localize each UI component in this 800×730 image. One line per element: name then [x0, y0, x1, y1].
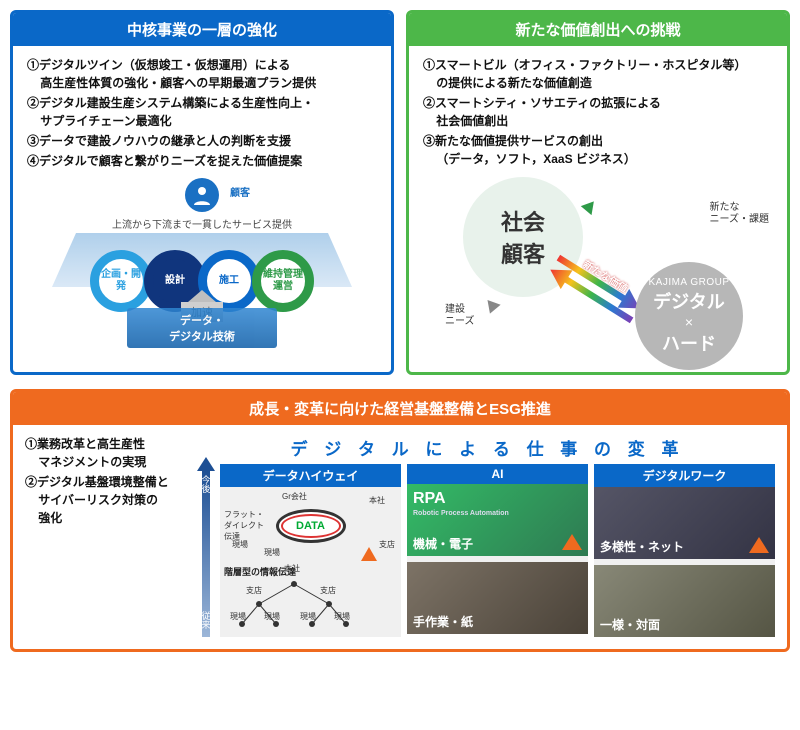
tree-leaf-3: 現場 — [334, 611, 350, 622]
timeline: 今後 従来 — [197, 457, 215, 637]
tree-mid-0: 支店 — [246, 585, 262, 596]
digital-line2: ハード — [662, 330, 716, 356]
blue-item-3: ③データで建設ノウハウの継承と人の判断を支援 — [27, 132, 377, 150]
blue-bullets: ①デジタルツイン（仮想竣工・仮想運用）による高生産性体質の強化・顧客への早期最適… — [27, 56, 377, 170]
digital-x: × — [685, 314, 693, 330]
needs-arrow-up-icon — [581, 197, 599, 215]
digital-headline: デ ジ タ ル に よ る 仕 事 の 変 革 — [200, 435, 775, 460]
dw-bot-cell: 一様・対面 — [594, 565, 775, 637]
tree-leaf-0: 現場 — [230, 611, 246, 622]
three-columns: データハイウェイ フラット・ ダイレクト伝達 DATA Gr会社 本社 支店 現… — [220, 464, 775, 637]
panel-green-body: ①スマートビル（オフィス・ファクトリー・ホスピタル等）の提供による新たな価値創造… — [409, 46, 787, 372]
stream-text: 上流から下流まで一貫したサービス提供 — [27, 216, 377, 231]
col-head-3: デジタルワーク — [594, 464, 775, 487]
orange-item-1: ①業務改革と高生産性マネジメントの実現 — [25, 435, 190, 471]
ai-up-arrow-icon — [562, 534, 582, 550]
orange-item-2: ②デジタル基盤環境整備とサイバーリスク対策の強化 — [25, 473, 190, 527]
dw-top-cell: 多様性・ネット — [594, 487, 775, 559]
panel-blue-body: ①デジタルツイン（仮想竣工・仮想運用）による高生産性体質の強化・顧客への早期最適… — [13, 46, 391, 358]
digital-circle: KAJIMA GROUP デジタル × ハード — [635, 262, 743, 370]
panel-new-value: 新たな価値創出への挑戦 ①スマートビル（オフィス・ファクトリー・ホスピタル等）の… — [406, 10, 790, 375]
green-bullets: ①スマートビル（オフィス・ファクトリー・ホスピタル等）の提供による新たな価値創造… — [423, 56, 773, 168]
col-ai: AI RPA Robotic Process Automation 機械・電子 … — [407, 464, 588, 637]
ai-top-label: 機械・電子 — [413, 535, 473, 552]
blue-diagram: 顧客 上流から下流まで一貫したサービス提供 企画・開発設計施工維持管理 運営 加… — [27, 178, 377, 348]
col-head-2: AI — [407, 464, 588, 484]
customer-label: 顧客 — [230, 184, 250, 199]
data-tech-band: データ・ デジタル技術 — [127, 308, 277, 348]
ring-node-1: 本社 — [369, 495, 385, 506]
orange-right: 今後 従来 デ ジ タ ル に よ る 仕 事 の 変 革 データハイウェイ フ… — [200, 435, 775, 637]
panel-green-title: 新たな価値創出への挑戦 — [409, 13, 787, 46]
green-item-1: ①スマートビル（オフィス・ファクトリー・ホスピタル等）の提供による新たな価値創造 — [423, 56, 773, 92]
ai-top-cell: RPA Robotic Process Automation 機械・電子 — [407, 484, 588, 556]
ring-node-2: 支店 — [379, 539, 395, 550]
timeline-past: 従来 — [200, 611, 213, 629]
customer-icon — [185, 178, 219, 212]
col-body-3: 多様性・ネット 一様・対面 — [594, 487, 775, 637]
tree-box: 階層型の情報伝達 本社 支店 支店 現場 — [224, 565, 397, 633]
blue-item-2: ②デジタル建設生産システム構築による生産性向上・サプライチェーン最適化 — [27, 94, 377, 130]
flat-label: フラット・ ダイレクト伝達 — [224, 509, 264, 542]
dh-up-arrow-icon — [361, 547, 377, 561]
society-line1: 社会 — [501, 205, 545, 237]
green-item-2: ②スマートシティ・ソサエティの拡張による社会価値創出 — [423, 94, 773, 130]
green-diagram: 社会 顧客 新たな価値 KAJIMA GROUP デジタル × ハード 新たな … — [423, 172, 773, 362]
timeline-arrow-icon — [197, 457, 215, 471]
tree-leaf-2: 現場 — [300, 611, 316, 622]
dw-up-arrow-icon — [749, 537, 769, 553]
needs-arrow-down-icon — [483, 300, 500, 316]
blue-item-1: ①デジタルツイン（仮想竣工・仮想運用）による高生産性体質の強化・顧客への早期最適… — [27, 56, 377, 92]
tree-title: 階層型の情報伝達 — [224, 565, 397, 578]
orange-bullets: ①業務改革と高生産性マネジメントの実現 ②デジタル基盤環境整備とサイバーリスク対… — [25, 435, 190, 527]
data-ellipse: DATA — [276, 509, 346, 543]
panel-esg: 成長・変革に向けた経営基盤整備とESG推進 ①業務改革と高生産性マネジメントの実… — [10, 389, 790, 652]
label-new-needs: 新たな ニーズ・課題 — [710, 202, 770, 226]
ai-bot-cell: 手作業・紙 — [407, 562, 588, 634]
ring-node-4: 現場 — [232, 539, 248, 550]
panel-core-business: 中核事業の一層の強化 ①デジタルツイン（仮想竣工・仮想運用）による高生産性体質の… — [10, 10, 394, 375]
rpa-sub: Robotic Process Automation — [413, 510, 509, 517]
digital-line1: デジタル — [653, 288, 725, 314]
col-digital-work: デジタルワーク 多様性・ネット 一様・対面 — [594, 464, 775, 637]
green-item-3: ③新たな価値提供サービスの創出（データ，ソフト，XaaS ビジネス） — [423, 132, 773, 168]
col-head-1: データハイウェイ — [220, 464, 401, 487]
label-const-needs: 建設 ニーズ — [445, 304, 475, 328]
timeline-future: 今後 — [200, 475, 213, 493]
accelerate-arrow-icon — [188, 290, 216, 302]
col-body-2: RPA Robotic Process Automation 機械・電子 手作業… — [407, 484, 588, 634]
tree-mid-1: 支店 — [320, 585, 336, 596]
tree-leaf-1: 現場 — [264, 611, 280, 622]
tree-root: 本社 — [284, 563, 300, 574]
panel-orange-title: 成長・変革に向けた経営基盤整備とESG推進 — [13, 392, 787, 425]
rpa-overlay: RPA — [413, 490, 446, 508]
kajima-label: KAJIMA GROUP — [648, 277, 729, 288]
process-circle-0: 企画・開発 — [90, 250, 152, 312]
ring-node-3: 現場 — [264, 547, 280, 558]
dw-bot-label: 一様・対面 — [600, 616, 660, 633]
process-circle-3: 維持管理 運営 — [252, 250, 314, 312]
blue-item-4: ④デジタルで顧客と繋がりニーズを捉えた価値提案 — [27, 152, 377, 170]
orange-left: ①業務改革と高生産性マネジメントの実現 ②デジタル基盤環境整備とサイバーリスク対… — [25, 435, 190, 637]
society-line2: 顧客 — [501, 237, 545, 269]
ai-bot-label: 手作業・紙 — [413, 613, 473, 630]
ring-node-0: Gr会社 — [282, 491, 307, 502]
col-data-highway: データハイウェイ フラット・ ダイレクト伝達 DATA Gr会社 本社 支店 現… — [220, 464, 401, 637]
panel-orange-body: ①業務改革と高生産性マネジメントの実現 ②デジタル基盤環境整備とサイバーリスク対… — [13, 425, 787, 649]
panel-blue-title: 中核事業の一層の強化 — [13, 13, 391, 46]
dw-top-label: 多様性・ネット — [600, 538, 684, 555]
col-body-1: フラット・ ダイレクト伝達 DATA Gr会社 本社 支店 現場 現場 階層型の… — [220, 487, 401, 637]
